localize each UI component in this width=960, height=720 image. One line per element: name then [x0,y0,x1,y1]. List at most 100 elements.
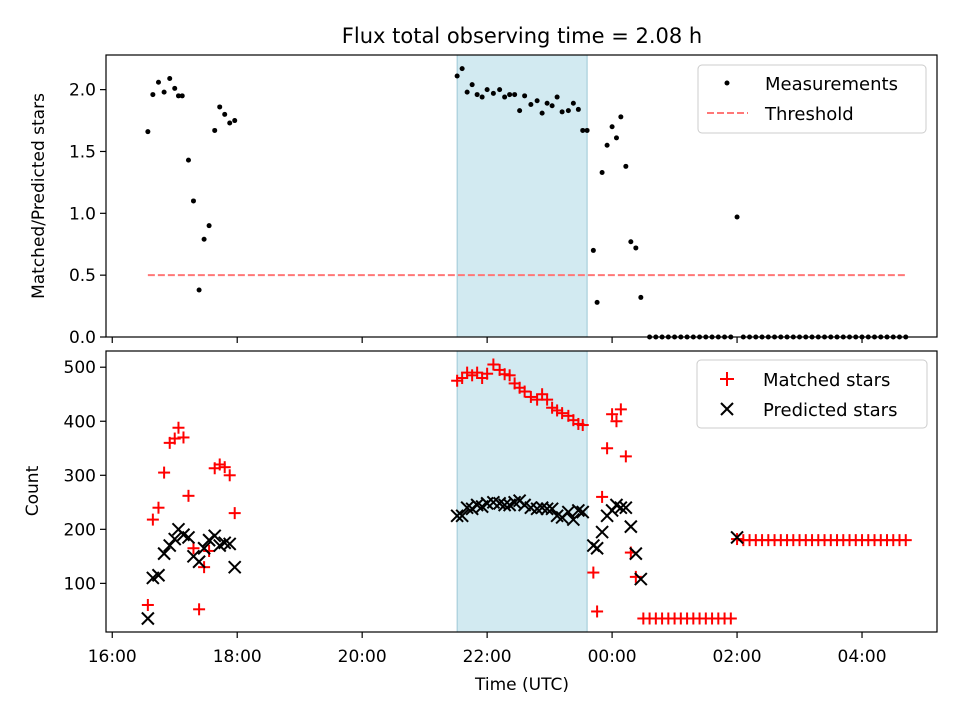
measurements-point [590,247,596,253]
matched-stars-point [503,369,516,382]
matched-stars-point [576,419,589,432]
predicted-stars-point [530,502,544,516]
predicted-stars-point [208,529,222,543]
chart-title: Flux total observing time = 2.08 h [342,24,702,48]
matched-stars-point [218,461,231,474]
measurements-point [703,334,709,340]
measurements-point [544,100,550,106]
matched-stars-point [146,513,159,526]
predicted-stars-point [141,611,155,626]
measurements-point [599,170,605,175]
measurements-point [604,142,610,148]
measurements-point [840,334,846,340]
measurements-point [890,334,896,340]
measurements-point [822,334,828,340]
measurements-point [522,93,528,99]
legend-predicted-marker [720,402,734,416]
predicted-stars-point [223,537,237,551]
measurements-point [584,127,590,133]
measurements-point [512,92,518,98]
predicted-stars-point [595,525,609,539]
predicted-stars-point [168,532,182,546]
legend-matched-marker [720,372,734,386]
matched-stars-point [724,612,737,625]
measurements-point [684,334,690,340]
predicted-stars-point [157,546,171,561]
x-tick-label: 22:00 [463,647,512,667]
measurements-point [490,90,496,96]
measurements-point [628,239,634,245]
measurements-point [534,98,540,104]
measurements-point [853,334,859,340]
measurements-point [222,111,228,117]
legend-threshold-label: Threshold [764,104,854,125]
plot-frame [105,54,938,338]
matched-stars-point [596,490,609,503]
measurements-point [212,127,218,133]
measurements-point [190,198,196,204]
predicted-stars-point [619,501,633,515]
legend-predicted-label: Predicted stars [763,400,897,421]
measurements-point [507,92,513,98]
matched-stars-point [487,358,500,371]
measurements-point [828,334,834,340]
measurements-point [474,92,480,98]
measurements-point [613,135,619,141]
predicted-stars-point [192,555,206,569]
measurements-point [722,334,728,340]
y-tick-label: 200 [64,520,96,540]
predicted-stars-point [730,530,744,545]
predicted-stars-point [614,501,628,515]
measurements-point [464,89,470,95]
measurements-point [469,82,475,88]
y-tick-label: 0.5 [69,266,96,286]
predicted-stars-point [181,530,196,545]
measurements-point [484,87,490,93]
measurements-point [903,334,909,340]
measurements-point [155,79,161,85]
predicted-stars-point [151,568,166,582]
measurements-point [570,100,576,106]
ratio-panel: 0.00.51.01.52.0 Matched/Predicted stars … [29,54,938,348]
measurements-point [697,334,703,340]
predicted-stars-point [163,538,177,553]
measurements-point [884,334,890,340]
x-tick-label: 02:00 [713,647,762,667]
matched-stars-point [152,501,165,514]
matched-stars-point [518,385,531,398]
predicted-stars-point [455,509,469,523]
y-tick-label: 2.0 [69,81,96,101]
measurements-point [815,334,821,340]
measurements-point [790,334,796,340]
measurements-point [201,236,207,242]
y-tick-label: 0.0 [69,328,96,348]
measurements-point [778,334,784,340]
matched-stars-point [614,403,627,416]
y-tick-label: 500 [64,358,96,378]
measurements-point [517,108,523,114]
predicted-stars-point [571,503,586,518]
measurements-point [747,334,753,340]
matched-stars-point [541,393,554,406]
measurements-point [847,334,853,340]
matched-stars-point [182,489,195,502]
matched-stars-point [168,432,181,445]
predicted-stars-point [634,572,648,586]
matched-stars-point [481,367,494,380]
measurements-point [454,73,460,79]
measurements-point [167,76,173,81]
measurements-point [672,334,678,340]
matched-stars-point [524,390,537,403]
measurements-point [559,109,565,115]
measurements-point [227,120,233,126]
measurements-point [479,94,485,100]
ratio-legend: Measurements Threshold [697,64,927,134]
y-tick-label: 1.5 [69,142,96,162]
matched-stars-point [141,598,154,611]
predicted-stars-point [540,502,554,516]
measurements-point [206,223,212,229]
legend-box [697,64,927,134]
shaded-interval [457,55,588,337]
matched-stars-point [556,407,569,420]
measurements-point [734,214,740,220]
